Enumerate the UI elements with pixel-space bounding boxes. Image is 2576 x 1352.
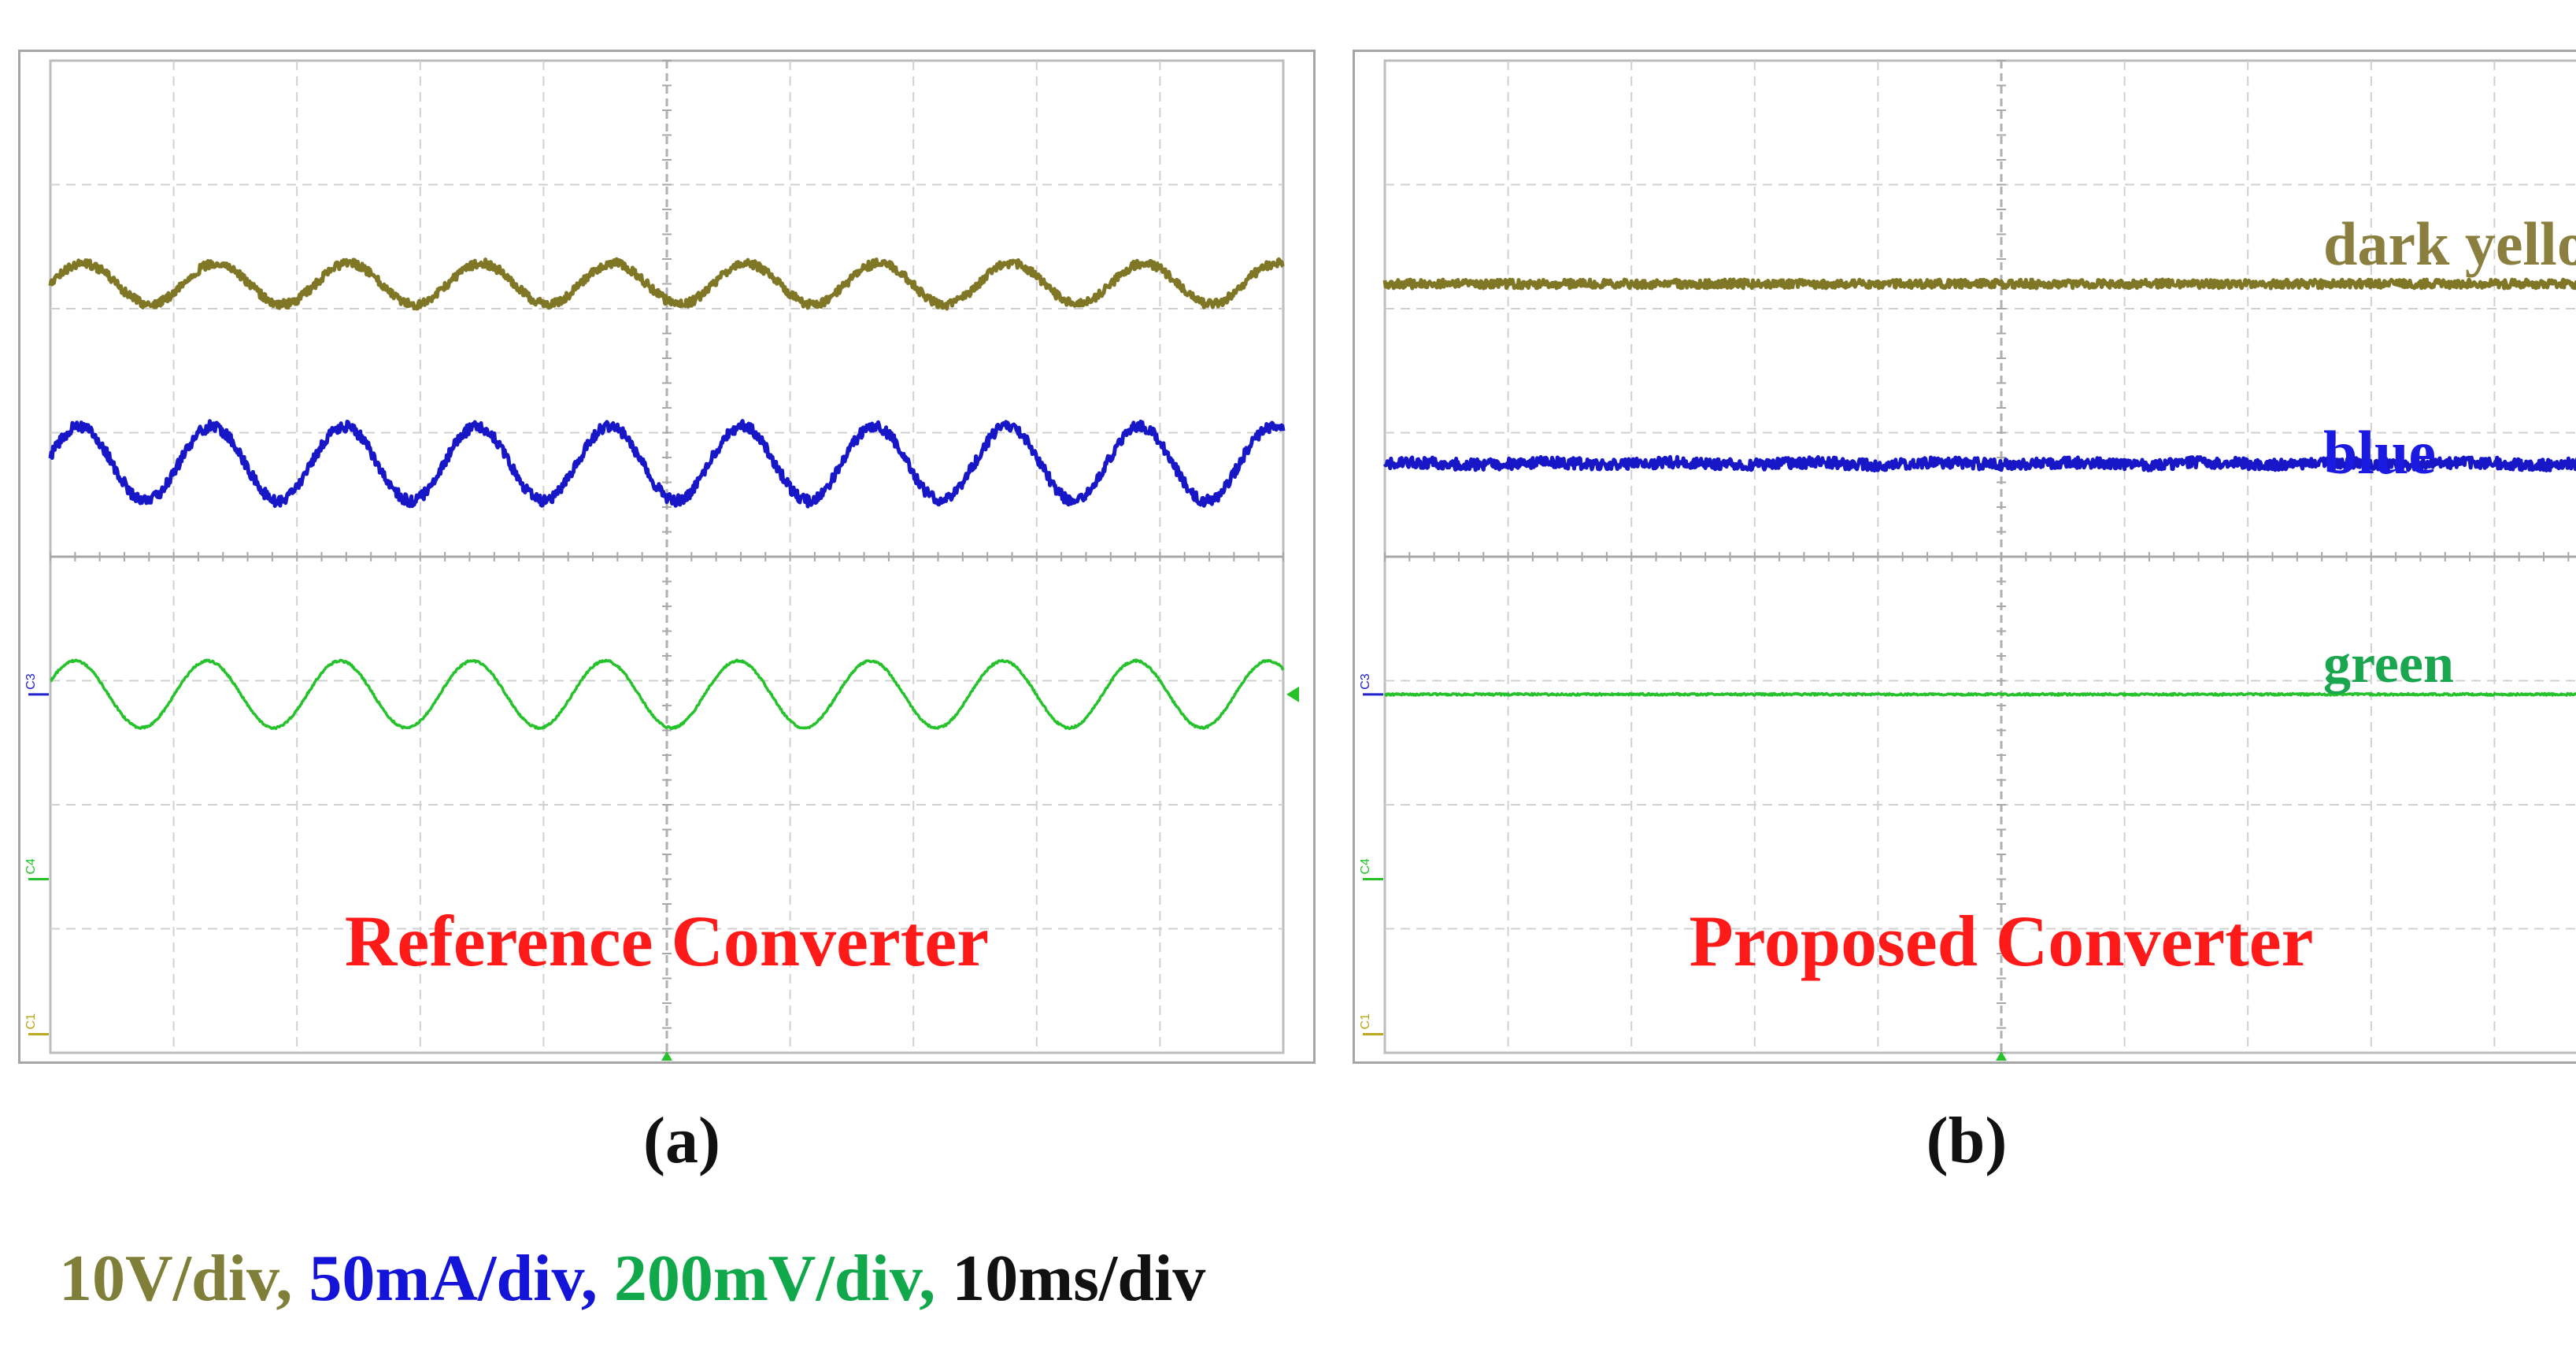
caption-b: (b) [1926,1104,2008,1177]
waveform-blue [1382,454,2576,472]
channel-marker: C4 [1359,858,1372,875]
panel-title: Reference Converter [345,901,989,981]
waveform-blue [48,419,1286,509]
series-label: dark yellow [2323,209,2576,278]
trigger-level-marker [1286,686,1299,702]
current-scale: 50mA/div, [309,1242,598,1315]
scope-plot-a: C3 C4 C1 Reference Converter [24,59,1299,1061]
trigger-time-marker [661,1051,672,1061]
caption-a: (a) [643,1104,720,1177]
series-label: green [2323,634,2454,695]
ripple-scale: 200mV/div, [613,1242,936,1315]
panel-title: Proposed Converter [1690,901,2314,981]
scope-plot-b: C3 C4 C1 dark yellow blue green Proposed Conve… [1359,59,2576,1061]
series-label: blue [2323,418,2436,487]
grid [49,59,1285,1054]
oscilloscope-panel-b: C3 C4 C1 dark yellow blue green Proposed Conve… [1353,50,2576,1064]
channel-marker: C4 [24,858,38,875]
waveform-dark-yellow [1382,277,2576,291]
channel-marker: C3 [1359,673,1372,690]
grid [1383,59,2576,1054]
trigger-time-marker [1996,1051,2007,1061]
oscilloscope-panel-a: C3 C4 C1 Reference Converter [18,50,1316,1064]
channel-marker: C1 [1359,1013,1372,1030]
voltage-scale: 10V/div, [59,1242,293,1315]
channel-marker: C3 [24,673,38,690]
waveform-green [50,658,1285,731]
channel-marker: C1 [24,1013,38,1030]
waveform-dark-yellow [48,257,1285,311]
scale-settings: 10V/div, 50mA/div, 200mV/div, 10ms/div [59,1240,1205,1317]
waveform-green [1383,691,2576,697]
time-scale: 10ms/div [952,1242,1206,1315]
